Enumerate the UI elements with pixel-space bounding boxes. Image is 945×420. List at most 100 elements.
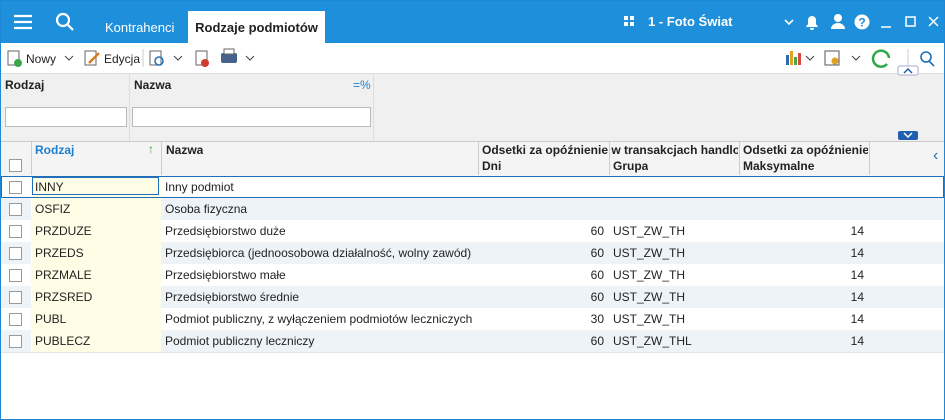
table-cell: 60 <box>590 224 604 238</box>
column-header[interactable]: Nazwa <box>166 143 204 157</box>
table-cell: UST_ZW_TH <box>613 268 685 282</box>
row-checkbox[interactable] <box>9 203 22 216</box>
separator <box>161 142 162 175</box>
select-all[interactable] <box>9 159 22 172</box>
tab-active[interactable]: Rodzaje podmiotów <box>188 11 325 43</box>
table-cell: PRZMALE <box>35 268 92 282</box>
separator <box>609 142 610 175</box>
delete-icon[interactable] <box>195 50 208 66</box>
table-cell: 60 <box>590 268 604 282</box>
toolbar-button[interactable]: Edycja <box>104 52 141 66</box>
key-cell-bg <box>31 198 161 220</box>
table-cell: Przedsiębiorca (jednoosobowa działalność… <box>165 246 472 260</box>
row-checkbox[interactable] <box>9 335 22 348</box>
column-header[interactable]: Odsetki za opóźnienie w transakcjach han… <box>482 143 738 157</box>
maximize[interactable] <box>905 16 916 27</box>
table-cell: PRZDUZE <box>35 224 92 238</box>
filter-operator[interactable]: =% <box>353 78 371 92</box>
row-checkbox[interactable] <box>9 313 22 326</box>
tab[interactable]: Kontrahenci <box>105 20 175 35</box>
filter-label: Rodzaj <box>5 78 45 92</box>
edit-icon[interactable] <box>84 50 97 66</box>
table-cell: 60 <box>590 334 604 348</box>
title-icons: ? <box>14 12 939 31</box>
row-checkbox[interactable] <box>9 291 22 304</box>
key-cell-bg <box>31 308 161 330</box>
key-cell-bg <box>31 176 161 198</box>
toolbar-button[interactable]: Nowy <box>26 52 57 66</box>
table-cell: UST_ZW_TH <box>613 224 685 238</box>
column-subheader[interactable]: Dni <box>482 159 502 173</box>
table-cell: PRZEDS <box>35 246 84 260</box>
table-cell: 14 <box>850 334 864 348</box>
table-cell: UST_ZW_TH <box>613 290 685 304</box>
separator <box>869 142 870 175</box>
refresh-icon[interactable] <box>871 49 891 68</box>
collapse-down[interactable] <box>898 131 918 140</box>
collapse-buttons <box>897 65 919 140</box>
table-cell: OSFIZ <box>35 202 71 216</box>
help-icon[interactable]: ? <box>854 14 870 30</box>
column-header[interactable]: Rodzaj <box>35 143 75 157</box>
column-subheader[interactable]: Maksymalne <box>743 159 815 173</box>
table-cell: UST_ZW_TH <box>613 312 685 326</box>
table-cell: 14 <box>850 290 864 304</box>
table-cell: Przedsiębiorstwo duże <box>165 224 286 238</box>
separator <box>31 142 32 175</box>
grid-icon <box>624 16 634 26</box>
filter-input[interactable] <box>132 107 371 127</box>
toolbar-icons <box>7 48 935 68</box>
table-cell: 14 <box>850 246 864 260</box>
separator <box>739 142 740 175</box>
table-cell: Przedsiębiorstwo małe <box>165 268 286 282</box>
menu-icon[interactable] <box>14 14 32 30</box>
table-cell: PUBLECZ <box>35 334 91 348</box>
sort-arrow: ↑ <box>148 142 154 156</box>
filter-input[interactable] <box>5 107 127 127</box>
table-cell: UST_ZW_THL <box>613 334 692 348</box>
row-checkbox[interactable] <box>9 225 22 238</box>
chart-icon[interactable] <box>786 51 801 65</box>
key-cell-bg <box>31 220 161 242</box>
table-cell: Inny podmiot <box>165 180 234 194</box>
find-icon[interactable] <box>920 51 932 63</box>
print-icon[interactable] <box>221 53 237 63</box>
table-cell: 14 <box>850 268 864 282</box>
key-cell-bg <box>31 242 161 264</box>
new-icon[interactable] <box>7 50 20 66</box>
close[interactable] <box>928 16 939 27</box>
user-icon[interactable] <box>831 14 845 29</box>
key-cell-bg <box>31 286 161 308</box>
separator <box>129 74 130 141</box>
table-cell: Podmiot publiczny, z wyłączeniem podmiot… <box>165 312 473 326</box>
row-checkbox[interactable] <box>9 247 22 260</box>
dropdown-icon[interactable] <box>784 19 794 26</box>
key-cell-bg <box>31 264 161 286</box>
table-cell: 14 <box>850 312 864 326</box>
table-cell: PUBL <box>35 312 67 326</box>
table-cell: 60 <box>590 290 604 304</box>
column-header[interactable]: Odsetki za opóźnienie <box>743 143 868 157</box>
column-subheader[interactable]: Grupa <box>613 159 649 173</box>
table-cell: Podmiot publiczny leczniczy <box>165 334 315 348</box>
table-cell: INNY <box>35 180 64 194</box>
bell-icon[interactable] <box>806 16 818 30</box>
table-cell: Przedsiębiorstwo średnie <box>165 290 300 304</box>
search-icon[interactable] <box>55 12 74 31</box>
scroll-left[interactable]: ‹ <box>933 147 939 164</box>
selected-row <box>1 176 944 198</box>
row-checkbox[interactable] <box>9 181 22 194</box>
table-cell: 30 <box>590 312 604 326</box>
company-name[interactable]: 1 - Foto Świat <box>648 14 733 29</box>
key-cell-bg <box>31 330 161 352</box>
table-cell: Osoba fizyczna <box>165 202 248 216</box>
collapse-up[interactable] <box>897 65 919 76</box>
table-cell: 60 <box>590 246 604 260</box>
table-row[interactable] <box>1 330 944 353</box>
separator <box>373 74 374 141</box>
filter-label: Nazwa <box>134 78 172 92</box>
row-checkbox[interactable] <box>9 269 22 282</box>
svg-text:?: ? <box>858 16 865 30</box>
focused-cell <box>32 177 159 195</box>
